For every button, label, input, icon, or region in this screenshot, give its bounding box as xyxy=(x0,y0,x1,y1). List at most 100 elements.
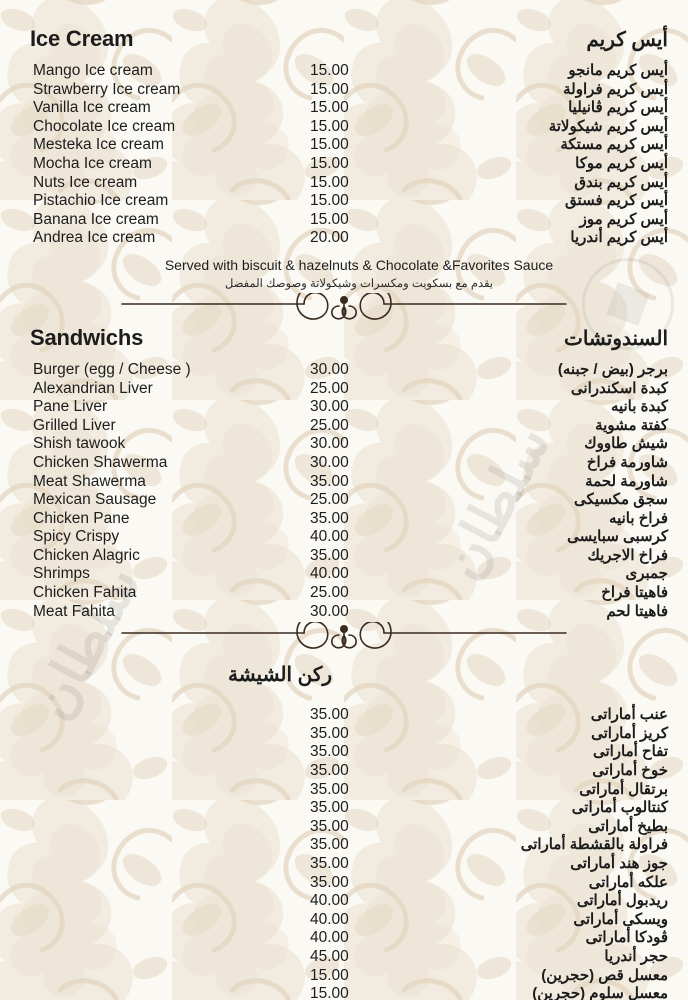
item-name-ar: ويسكى أماراتى xyxy=(573,910,668,928)
item-price: 15.00 xyxy=(310,136,349,154)
item-price: 15.00 xyxy=(310,154,349,172)
item-name-en: Alexandrian Liver xyxy=(33,379,153,397)
item-price: 35.00 xyxy=(310,873,349,891)
item-name-ar: تفاح أماراتى xyxy=(592,743,668,761)
item-price: 15.00 xyxy=(310,966,349,984)
menu-row: 35.00 خوخ أماراتى xyxy=(0,762,688,781)
section-sandwichs: Sandwichs السندوتشات Burger (egg / Chees… xyxy=(0,325,688,621)
item-price: 25.00 xyxy=(310,416,349,434)
item-price: 15.00 xyxy=(310,985,349,1000)
item-name-ar: جوز هند أماراتى xyxy=(570,855,668,872)
menu-row: Mesteka Ice cream 15.00 أيس كريم مستكة xyxy=(0,136,688,155)
sandwichs-title-ar: السندوتشات xyxy=(563,327,668,350)
item-name-ar: علكه أماراتى xyxy=(588,873,668,891)
menu-row: Chocolate Ice cream 15.00 أيس كريم شيكول… xyxy=(0,118,688,137)
item-name-ar: كبدة بانيه xyxy=(610,398,668,416)
item-name-ar: جمبرى xyxy=(625,565,669,583)
item-name-ar: فاهيتا فراخ xyxy=(601,584,668,602)
item-name-ar: ريدبول أماراتى xyxy=(576,892,668,910)
item-name-en: Meat Fahita xyxy=(33,602,115,620)
menu-row: 40.00 ريدبول أماراتى xyxy=(0,892,688,911)
item-price: 15.00 xyxy=(310,117,349,135)
item-name-ar: أيس كريم مستكة xyxy=(560,136,668,154)
ornamental-divider xyxy=(0,622,688,652)
menu-row: 40.00 ڤودكا أماراتى xyxy=(0,929,688,948)
item-name-ar: أيس كريم شيكولاتة xyxy=(548,117,668,135)
menu-row: Chicken Alagric 35.00 فراخ الاجريك xyxy=(0,547,688,566)
item-name-ar: بطيخ أماراتى xyxy=(588,817,668,835)
item-name-en: Shish tawook xyxy=(33,435,126,453)
menu-row: Vanilla Ice cream 15.00 أيس كريم ڤانيليا xyxy=(0,99,688,118)
menu-row: 45.00 حجر أندريا xyxy=(0,948,688,967)
item-name-en: Vanilla Ice cream xyxy=(33,99,151,117)
item-name-ar: أيس كريم فستق xyxy=(565,192,668,210)
item-price: 40.00 xyxy=(310,565,349,583)
item-name-en: Grilled Liver xyxy=(33,416,116,434)
menu-row: Meat Shawerma 35.00 شاورمة لحمة xyxy=(0,473,688,492)
item-price: 30.00 xyxy=(310,360,349,378)
item-name-ar: شيش طاووك xyxy=(584,435,668,453)
item-name-ar: ڤودكا أماراتى xyxy=(585,929,668,947)
item-price: 35.00 xyxy=(310,509,349,527)
item-name-ar: فاهيتا لحم xyxy=(606,602,668,620)
item-name-ar: فراخ الاجريك xyxy=(587,546,668,564)
item-price: 40.00 xyxy=(310,528,349,546)
ice-cream-title-en: Ice Cream xyxy=(30,26,134,51)
item-name-en: Mocha Ice cream xyxy=(33,154,152,172)
menu-row: 15.00 معسل سلوم (حجرين) xyxy=(0,985,688,1000)
item-price: 15.00 xyxy=(310,80,349,98)
serving-note-ar: يقدم مع بسكويت ومكسرات وشيكولاتة وصوصك ا… xyxy=(225,277,493,290)
menu-row: Mango Ice cream 15.00 أيس كريم مانجو xyxy=(0,62,688,81)
item-name-en: Mexican Sausage xyxy=(33,491,157,509)
item-name-ar: كنتالوب أماراتى xyxy=(571,799,668,817)
item-price: 30.00 xyxy=(310,453,349,471)
menu-row: Banana Ice cream 15.00 أيس كريم موز xyxy=(0,211,688,230)
item-name-en: Strawberry Ice cream xyxy=(33,80,181,98)
item-name-ar: أيس كريم فراولة xyxy=(563,80,668,98)
item-name-en: Pistachio Ice cream xyxy=(33,192,169,210)
item-name-en: Nuts Ice cream xyxy=(33,173,138,191)
item-name-ar: برجر (بيض / جبنه) xyxy=(557,360,668,378)
section-ice-cream: Ice Cream أيس كريم Mango Ice cream 15.00… xyxy=(0,0,688,290)
menu-row: Burger (egg / Cheese ) 30.00 برجر (بيض /… xyxy=(0,361,688,380)
item-name-en: Spicy Crispy xyxy=(33,528,120,546)
item-name-en: Meat Shawerma xyxy=(33,472,146,490)
item-price: 35.00 xyxy=(310,855,349,872)
item-name-en: Mango Ice cream xyxy=(33,62,153,79)
item-price: 40.00 xyxy=(310,910,349,928)
item-name-ar: كرسبى سبايسى xyxy=(567,528,668,546)
menu-row: 35.00 كنتالوب أماراتى xyxy=(0,799,688,818)
ice-cream-title-ar: أيس كريم xyxy=(586,29,668,51)
item-name-ar: معسل قص (حجرين) xyxy=(541,966,668,984)
item-name-ar: أيس كريم ڤانيليا xyxy=(568,99,668,117)
menu-row: Mocha Ice cream 15.00 أيس كريم موكا xyxy=(0,155,688,174)
item-name-en: Chocolate Ice cream xyxy=(33,117,176,135)
menu-row: Strawberry Ice cream 15.00 أيس كريم فراو… xyxy=(0,81,688,100)
item-name-ar: شاورمة لحمة xyxy=(585,472,668,490)
item-price: 30.00 xyxy=(310,435,349,453)
item-name-en: Chicken Shawerma xyxy=(33,453,168,471)
sandwichs-title-en: Sandwichs xyxy=(30,324,144,350)
item-price: 15.00 xyxy=(310,173,349,191)
item-name-ar: عنب أماراتى xyxy=(590,706,668,724)
menu-row: 35.00 علكه أماراتى xyxy=(0,874,688,893)
ice-cream-serving-note: Served with biscuit & hazelnuts & Chocol… xyxy=(0,257,688,290)
menu-row: 15.00 معسل قص (حجرين) xyxy=(0,967,688,986)
item-name-en: Chicken Alagric xyxy=(33,546,140,564)
item-name-ar: أيس كريم أندريا xyxy=(570,229,668,247)
item-name-ar: معسل سلوم (حجرين) xyxy=(532,985,668,1000)
item-price: 25.00 xyxy=(310,379,349,397)
item-price: 35.00 xyxy=(310,472,349,490)
item-name-ar: أيس كريم موكا xyxy=(575,154,668,172)
menu-row: Chicken Shawerma 30.00 شاورمة فراخ xyxy=(0,454,688,473)
item-price: 15.00 xyxy=(310,62,349,79)
item-price: 40.00 xyxy=(310,929,349,947)
item-price: 15.00 xyxy=(310,210,349,228)
item-price: 35.00 xyxy=(310,706,349,724)
shisha-items: 35.00 عنب أماراتى 35.00 كريز أماراتى 35.… xyxy=(0,706,688,1000)
ice-cream-heading: Ice Cream أيس كريم xyxy=(0,26,688,60)
item-name-ar: أيس كريم موز xyxy=(579,210,668,228)
item-price: 15.00 xyxy=(310,99,349,117)
